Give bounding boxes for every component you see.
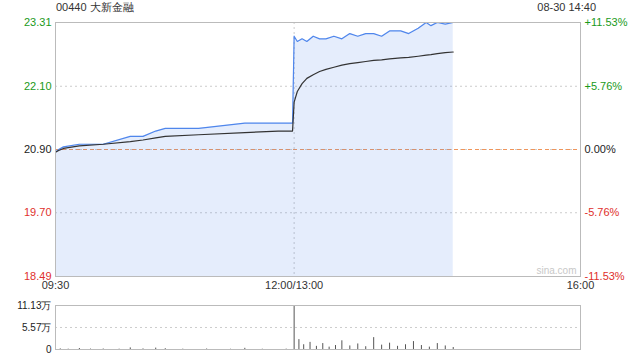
svg-text:+11.53%: +11.53% xyxy=(585,16,628,28)
svg-text:09:30: 09:30 xyxy=(42,279,70,291)
svg-text:23.31: 23.31 xyxy=(24,16,52,28)
svg-text:16:00: 16:00 xyxy=(567,279,595,291)
svg-text:18.49: 18.49 xyxy=(24,270,52,282)
svg-text:19.70: 19.70 xyxy=(24,206,52,218)
svg-text:12:00/13:00: 12:00/13:00 xyxy=(265,279,323,291)
html-text:08-30 14:40: 08-30 14:40 xyxy=(537,1,596,13)
svg-text:+5.76%: +5.76% xyxy=(585,80,623,92)
svg-text:0: 0 xyxy=(46,344,52,355)
svg-text:11.13万: 11.13万 xyxy=(17,300,51,311)
svg-text:20.90: 20.90 xyxy=(24,143,52,155)
svg-text:0.00%: 0.00% xyxy=(585,143,616,155)
svg-text:sina.com: sina.com xyxy=(536,265,576,276)
svg-text:-5.76%: -5.76% xyxy=(585,206,620,218)
html-text:00440 大新金融: 00440 大新金融 xyxy=(56,0,134,13)
svg-text:22.10: 22.10 xyxy=(24,80,52,92)
svg-text:5.57万: 5.57万 xyxy=(22,322,51,333)
svg-text:-11.53%: -11.53% xyxy=(584,270,625,282)
